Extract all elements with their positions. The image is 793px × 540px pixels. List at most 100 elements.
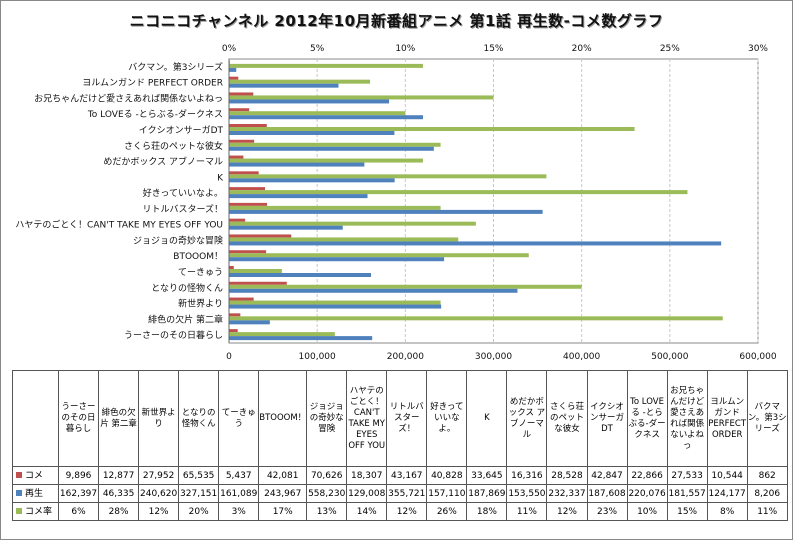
category-label: ハヤテのごとく！CAN'T TAKE MY EYES OFF YOU: [15, 219, 223, 231]
bar-saisei: [229, 241, 722, 246]
x-top-tick-label: 0%: [222, 44, 237, 54]
table-value-cell: 43,167: [386, 466, 428, 485]
legend-label: コメ率: [25, 506, 53, 517]
bar-kome-rate: [229, 300, 441, 305]
table-row: 再生 162,397 46,335 240,620 327,151 161,089 243,…: [12, 484, 788, 503]
bar-saisei: [229, 178, 395, 183]
x-top-tick-label: 15%: [483, 44, 503, 54]
table-value-cell: 22,866: [626, 466, 668, 485]
table-header-cell: ジョジョの奇妙な冒険: [306, 370, 348, 467]
table-value-cell: 70,626: [306, 466, 348, 485]
table-value-cell: 12,877: [98, 466, 140, 485]
bar-kome-rate: [229, 284, 582, 289]
table-value-cell: 65,535: [178, 466, 220, 485]
x-bottom-tick-label: 200,000: [387, 352, 424, 362]
bar-kome: [229, 313, 241, 317]
bar-saisei: [229, 257, 445, 262]
category-label: バクマン。第3シリーズ: [128, 61, 223, 73]
bar-kome-rate: [229, 253, 529, 258]
bar-saisei: [229, 288, 518, 293]
bar-kome: [229, 139, 255, 143]
table-corner: [12, 370, 59, 467]
table-row-header: 再生: [12, 484, 59, 503]
table-value-cell: 12%: [546, 502, 588, 521]
table-header-cell: リトルバスターズ！: [386, 370, 428, 467]
table-value-cell: 162,397: [57, 484, 100, 503]
bar-saisei: [229, 162, 365, 167]
x-top-tick-label: 25%: [660, 44, 680, 54]
table-row-header: コメ: [12, 466, 59, 485]
table-value-cell: 232,337: [546, 484, 588, 503]
table-value-cell: 181,557: [666, 484, 708, 503]
table-value-cell: 161,089: [218, 484, 260, 503]
bar-kome: [229, 281, 287, 285]
table-value-cell: 14%: [346, 502, 388, 521]
table-value-cell: 10%: [626, 502, 668, 521]
table-value-cell: 42,081: [258, 466, 308, 485]
category-label: リトルバスターズ！: [142, 203, 223, 215]
table-value-cell: 12%: [386, 502, 428, 521]
category-label: ジョジョの奇妙な冒険: [133, 234, 223, 246]
bar-kome-rate: [229, 63, 423, 68]
category-label: イクシオンサーガDT: [139, 125, 224, 136]
bar-kome-rate: [229, 237, 459, 242]
table-value-cell: 23%: [586, 502, 628, 521]
bar-saisei: [229, 83, 339, 88]
bar-kome: [229, 108, 250, 112]
table-header-cell: となりの怪物くん: [178, 370, 220, 467]
bar-kome-rate: [229, 316, 723, 321]
bar-saisei: [229, 194, 368, 199]
table-row: コメ率 6% 28% 12% 20% 3% 17% 13% 14% 12% 26% 18% 11% 12%…: [12, 502, 788, 521]
bar-kome-rate: [229, 269, 282, 273]
bar-kome: [229, 297, 254, 301]
table-value-cell: 40,828: [426, 466, 468, 485]
table-value-cell: 33,645: [466, 466, 508, 485]
category-label: めだかボックス アブノーマル: [103, 156, 223, 168]
category-label: 緋色の欠片 第二章: [148, 313, 223, 325]
table-value-cell: 11%: [506, 502, 548, 521]
bar-kome-rate: [229, 332, 335, 337]
table-header-cell: ヨルムンガンド PERFECT ORDER: [706, 370, 748, 467]
table-value-cell: 220,076: [626, 484, 668, 503]
category-label: 新世界より: [178, 298, 223, 310]
table-value-cell: 187,608: [586, 484, 628, 503]
x-top-tick-label: 5%: [310, 44, 325, 54]
table-header-cell: めだかボックス アブノーマル: [506, 370, 548, 467]
legend-label: コメ: [25, 470, 44, 481]
x-bottom-tick-label: 400,000: [563, 352, 600, 362]
bar-kome-rate: [229, 174, 547, 179]
chart-title: ニコニコチャンネル 2012年10月新番組アニメ 第1話 再生数-コメ数グラフ: [129, 12, 664, 30]
table-value-cell: 18%: [466, 502, 508, 521]
bar-kome-rate: [229, 190, 688, 195]
table-value-cell: 5,437: [218, 466, 260, 485]
table-value-cell: 17%: [258, 502, 308, 521]
table-header-cell: イクシオンサーガDT: [586, 370, 628, 467]
bar-kome: [229, 124, 267, 127]
table-value-cell: 42,847: [586, 466, 628, 485]
bar-kome: [229, 171, 259, 175]
category-label: となりの怪物くん: [151, 282, 223, 294]
table-value-cell: 243,967: [258, 484, 308, 503]
table-row: コメ 9,896 12,877 27,952 65,535 5,437 42,081 70,6…: [12, 466, 788, 485]
table-value-cell: 157,110: [426, 484, 468, 503]
table-value-cell: 10,544: [706, 466, 748, 485]
table-value-cell: 18,307: [346, 466, 388, 485]
bar-saisei: [229, 273, 372, 277]
bar-saisei: [229, 115, 424, 120]
bar-kome: [229, 266, 234, 269]
bar-kome-rate: [229, 95, 494, 100]
table-header-cell: バクマン。第3シリーズ: [746, 370, 788, 467]
table-value-cell: 28,528: [546, 466, 588, 485]
bar-saisei: [229, 131, 395, 135]
table-value-cell: 3%: [218, 502, 260, 521]
legend-swatch: [16, 472, 22, 478]
table-value-cell: 355,721: [386, 484, 428, 503]
table-value-cell: 129,008: [346, 484, 388, 503]
bar-saisei: [229, 304, 442, 309]
bar-saisei: [229, 320, 270, 325]
x-top-tick-label: 30%: [748, 44, 768, 54]
bar-kome: [229, 187, 265, 191]
bar-kome: [229, 202, 268, 206]
table-header-cell: BTOOOM！: [258, 370, 308, 467]
bar-kome: [229, 218, 246, 222]
